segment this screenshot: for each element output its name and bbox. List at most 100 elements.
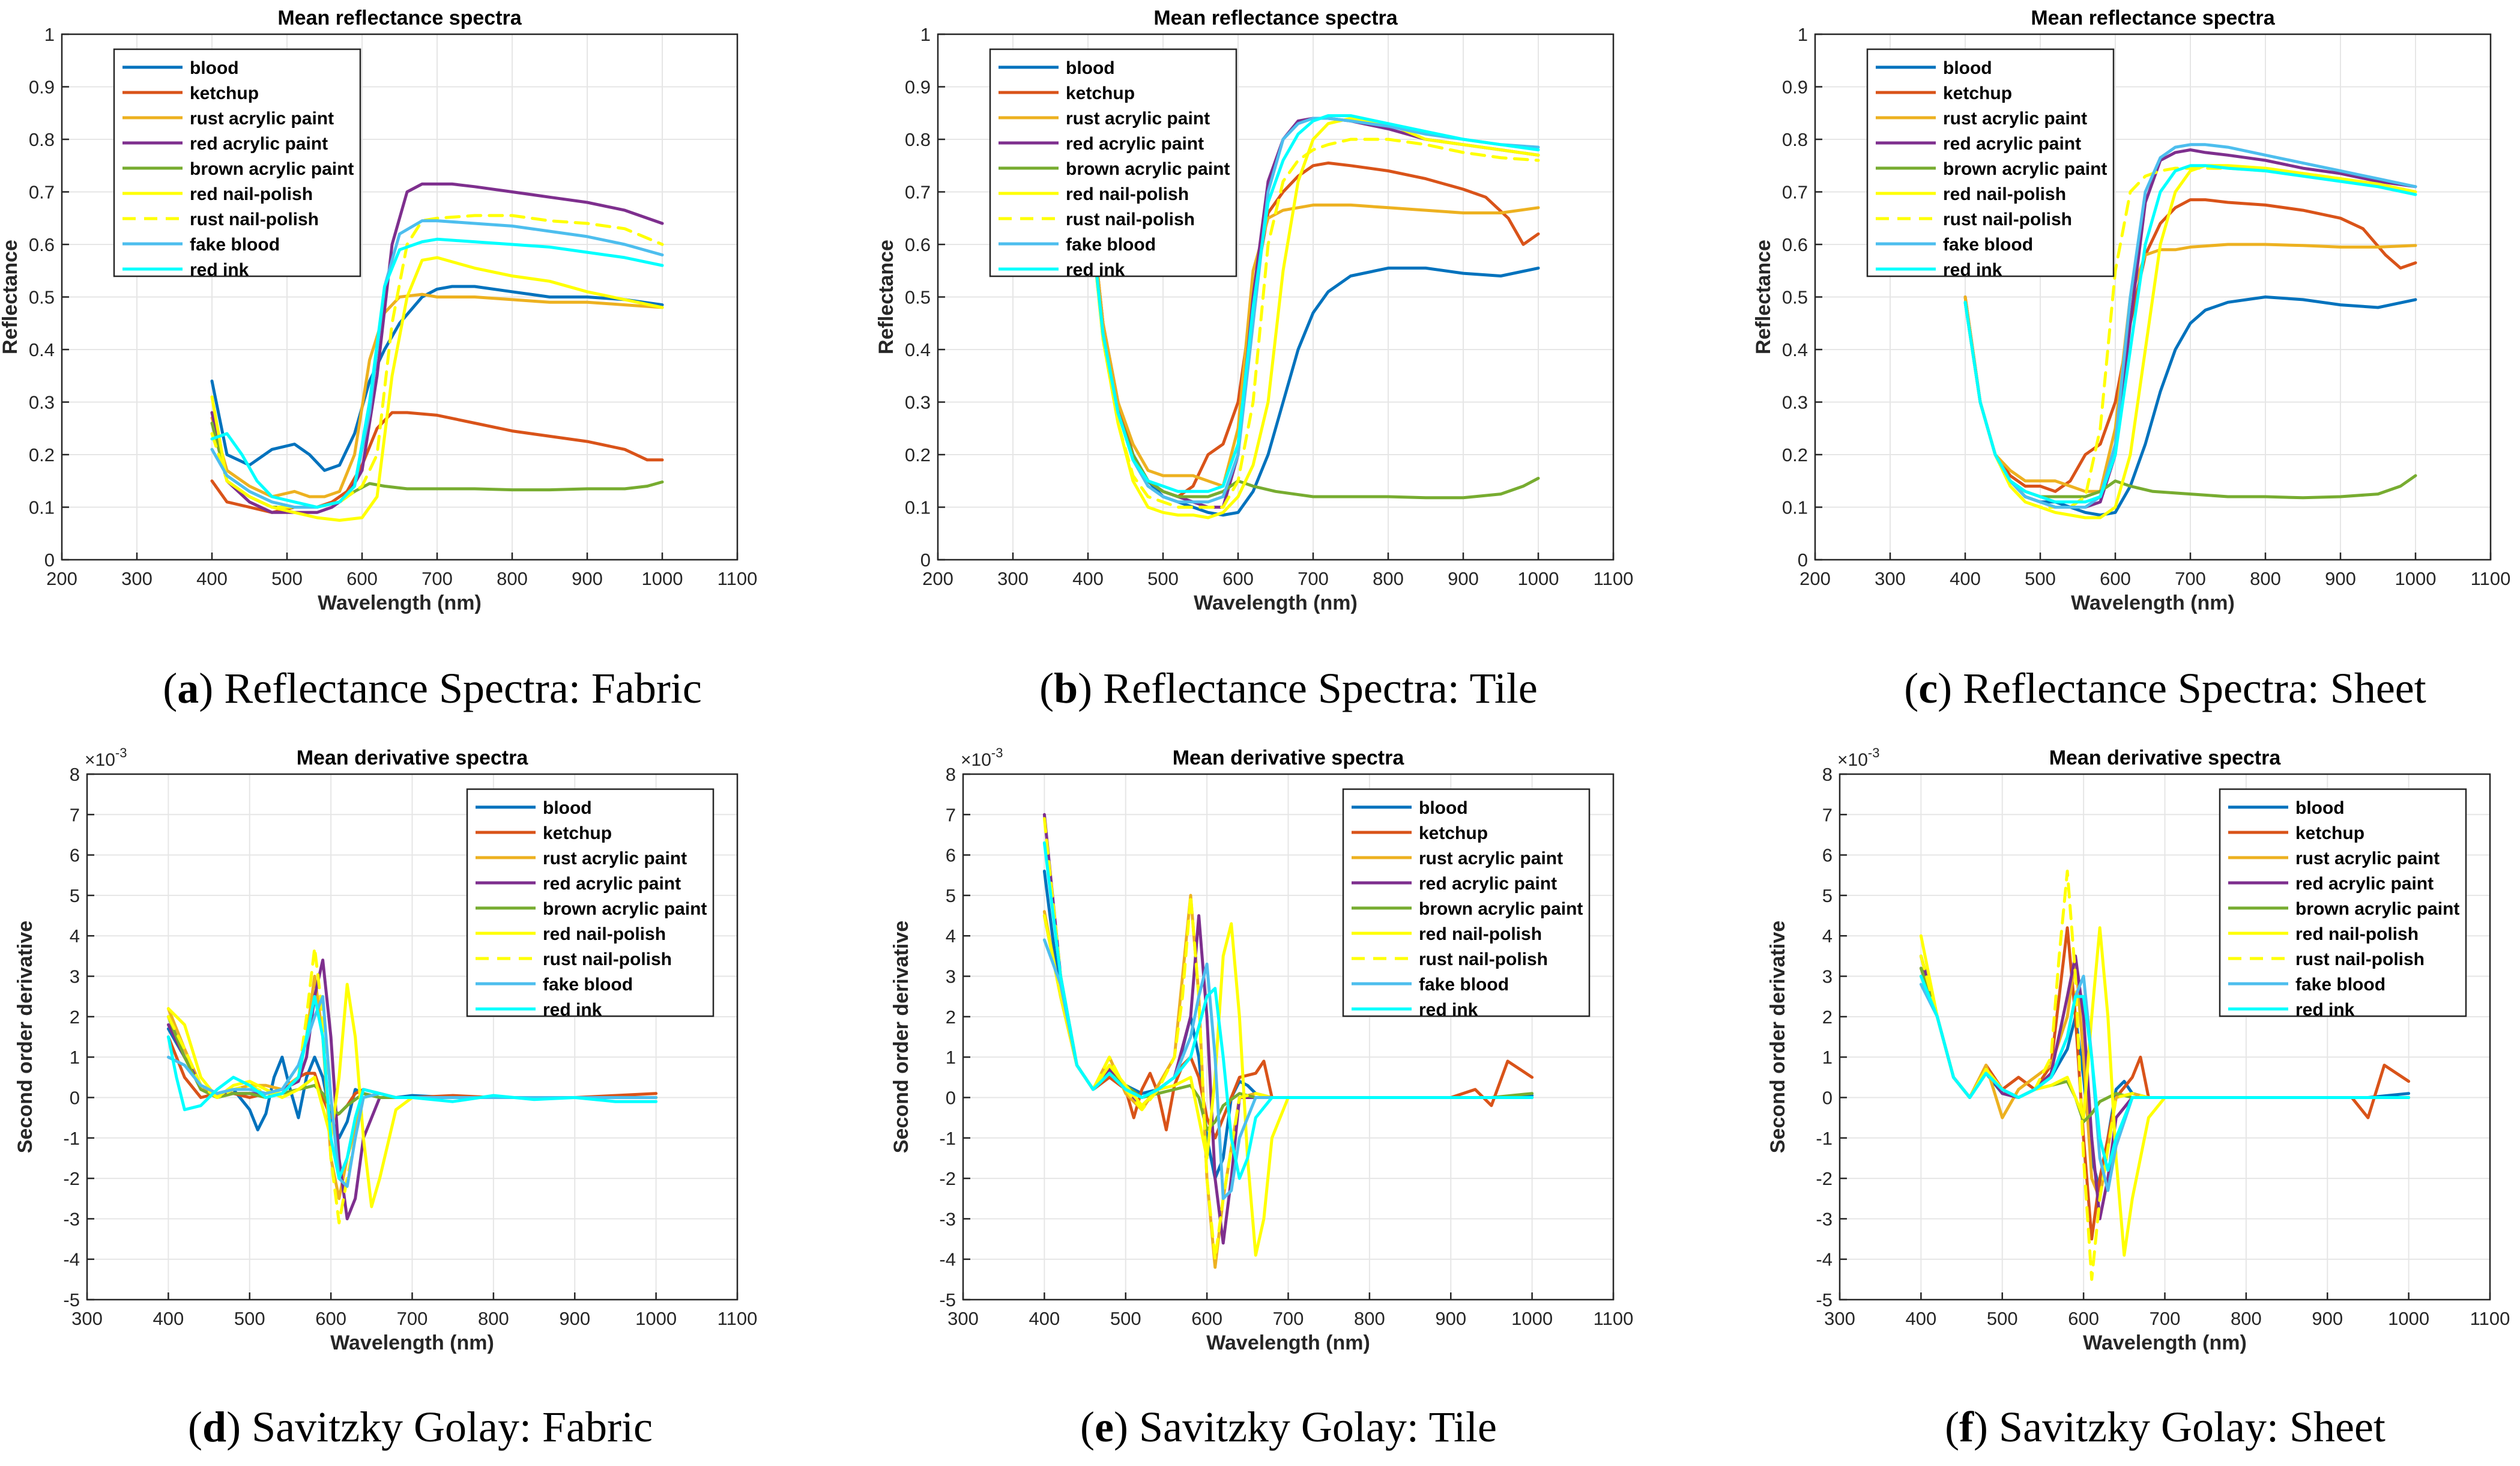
y-tick-label: 0 (920, 550, 931, 571)
legend-label: ketchup (543, 823, 612, 843)
x-tick-label: 1100 (718, 1308, 758, 1329)
caption-f: (f) Savitzky Golay: Sheet (1945, 1403, 2386, 1451)
series-line-fake-blood (1963, 143, 2417, 509)
y-tick-label: 0.9 (905, 77, 931, 98)
x-tick-label: 1100 (2470, 1308, 2510, 1329)
legend-box (1866, 48, 2115, 277)
x-tick-label: 1100 (1594, 568, 1634, 589)
legend-label: blood (1943, 58, 1992, 78)
x-tick-label: 800 (478, 1308, 509, 1329)
y-tick-label: 0 (946, 1087, 956, 1108)
caption-d: (d) Savitzky Golay: Fabric (188, 1403, 653, 1451)
y-tick-label: 3 (1822, 966, 1833, 987)
x-tick-label: 400 (1029, 1308, 1060, 1329)
legend-label: fake blood (1943, 235, 2033, 255)
x-tick-label: 700 (2150, 1308, 2181, 1329)
y-axis-exponent: ×10-3 (961, 745, 1003, 770)
x-tick-label: 400 (196, 568, 228, 589)
y-axis-label: Second order derivative (1766, 921, 1789, 1153)
legend-label: rust nail-polish (1943, 210, 2072, 229)
x-tick-label: 200 (1799, 568, 1831, 589)
legend-label: fake blood (543, 975, 633, 995)
legend-label: ketchup (1419, 823, 1488, 843)
x-tick-label: 1000 (2395, 568, 2437, 589)
legend-label: ketchup (1943, 83, 2012, 103)
series-line-red-nail-polish (210, 256, 664, 522)
legend-label: red acrylic paint (1943, 134, 2081, 154)
legend-label: ketchup (190, 83, 259, 103)
series-line-rust-acrylic-paint (1086, 180, 1540, 488)
x-tick-label: 600 (346, 568, 378, 589)
x-tick-label: 700 (1298, 568, 1329, 589)
y-tick-label: 0.4 (1782, 339, 1808, 360)
x-tick-label: 300 (1875, 568, 1906, 589)
y-tick-label: -4 (63, 1249, 80, 1270)
chart-3: 200 300 400 500 600 700 800 900 1000 1100 0 0.1 0.2 0… (1752, 7, 2510, 614)
chart-4: 300 400 500 600 700 800 900 1000 1100 -5 -4 -3 -2 -1 0… (14, 745, 757, 1354)
y-tick-label: 0.6 (905, 234, 931, 255)
y-axis-label: Reflectance (0, 240, 22, 354)
y-axis-label: Second order derivative (14, 921, 37, 1153)
series-line-red-ink (1963, 164, 2417, 504)
y-tick-label: 5 (1822, 885, 1833, 906)
x-tick-label: 1000 (642, 568, 683, 589)
x-tick-label: 500 (2025, 568, 2056, 589)
x-tick-label: 600 (2068, 1308, 2099, 1329)
legend-box (1342, 788, 1591, 1017)
y-tick-label: 2 (946, 1007, 956, 1028)
y-tick-label: 0.4 (905, 339, 931, 360)
x-tick-label: 400 (153, 1308, 184, 1329)
x-tick-label: 700 (397, 1308, 428, 1329)
y-tick-label: 0.1 (29, 497, 55, 518)
series-line-red-acrylic-paint (210, 182, 664, 514)
y-tick-label: 2 (1822, 1007, 1833, 1028)
y-tick-label: 0.5 (905, 287, 931, 308)
legend-label: red ink (2295, 1000, 2355, 1020)
y-tick-label: 7 (1822, 804, 1833, 825)
y-tick-label: 0.3 (29, 392, 55, 413)
legend-label: red acrylic paint (190, 134, 328, 154)
x-tick-label: 800 (2231, 1308, 2262, 1329)
chart-title: Mean reflectance spectra (2031, 7, 2275, 29)
x-tick-label: 1000 (1511, 1308, 1553, 1329)
series-line-red-ink (1919, 975, 2411, 1172)
chart-title: Mean reflectance spectra (277, 7, 522, 29)
legend: blood ketchup rust acrylic paint red acryli… (113, 48, 361, 280)
y-tick-label: 5 (70, 885, 80, 906)
y-tick-label: 0 (44, 550, 55, 571)
legend-label: red ink (1419, 1000, 1478, 1020)
y-tick-label: -3 (939, 1208, 956, 1229)
x-tick-label: 900 (1448, 568, 1479, 589)
caption-e: (e) Savitzky Golay: Tile (1080, 1403, 1497, 1451)
legend-label: brown acrylic paint (2295, 899, 2459, 919)
x-axis-label: Wavelength (nm) (2071, 592, 2235, 614)
chart-title: Mean derivative spectra (297, 747, 529, 769)
legend-label: rust acrylic paint (543, 849, 687, 868)
x-tick-label: 400 (1072, 568, 1104, 589)
legend-label: ketchup (2295, 823, 2364, 843)
y-tick-label: -5 (63, 1289, 80, 1310)
legend-label: fake blood (1066, 235, 1156, 255)
x-axis-label: Wavelength (nm) (1194, 592, 1358, 614)
y-tick-label: 3 (946, 966, 956, 987)
legend-label: red ink (190, 260, 249, 280)
y-tick-label: 0 (1822, 1087, 1833, 1108)
legend-label: rust acrylic paint (1066, 109, 1210, 129)
x-tick-label: 900 (2325, 568, 2356, 589)
y-tick-label: 1 (1822, 1047, 1833, 1068)
x-tick-label: 400 (1950, 568, 1981, 589)
legend-label: rust nail-polish (1419, 950, 1548, 969)
legend-label: rust acrylic paint (1419, 849, 1563, 868)
series-line-red-ink (166, 995, 658, 1180)
y-tick-label: 8 (1822, 764, 1833, 785)
legend-label: brown acrylic paint (190, 159, 354, 179)
chart-2: 200 300 400 500 600 700 800 900 1000 1100 0 0.1 0.2 0… (875, 7, 1633, 614)
legend: blood ketchup rust acrylic paint red acryli… (2219, 788, 2467, 1020)
legend: blood ketchup rust acrylic paint red acryli… (1342, 788, 1591, 1020)
y-tick-label: 7 (946, 804, 956, 825)
series-line-red-ink (1086, 114, 1540, 493)
y-tick-label: 0.1 (905, 497, 931, 518)
series-line-red-ink (1042, 841, 1534, 1180)
y-tick-label: 6 (70, 845, 80, 866)
y-tick-label: 0.6 (1782, 234, 1808, 255)
